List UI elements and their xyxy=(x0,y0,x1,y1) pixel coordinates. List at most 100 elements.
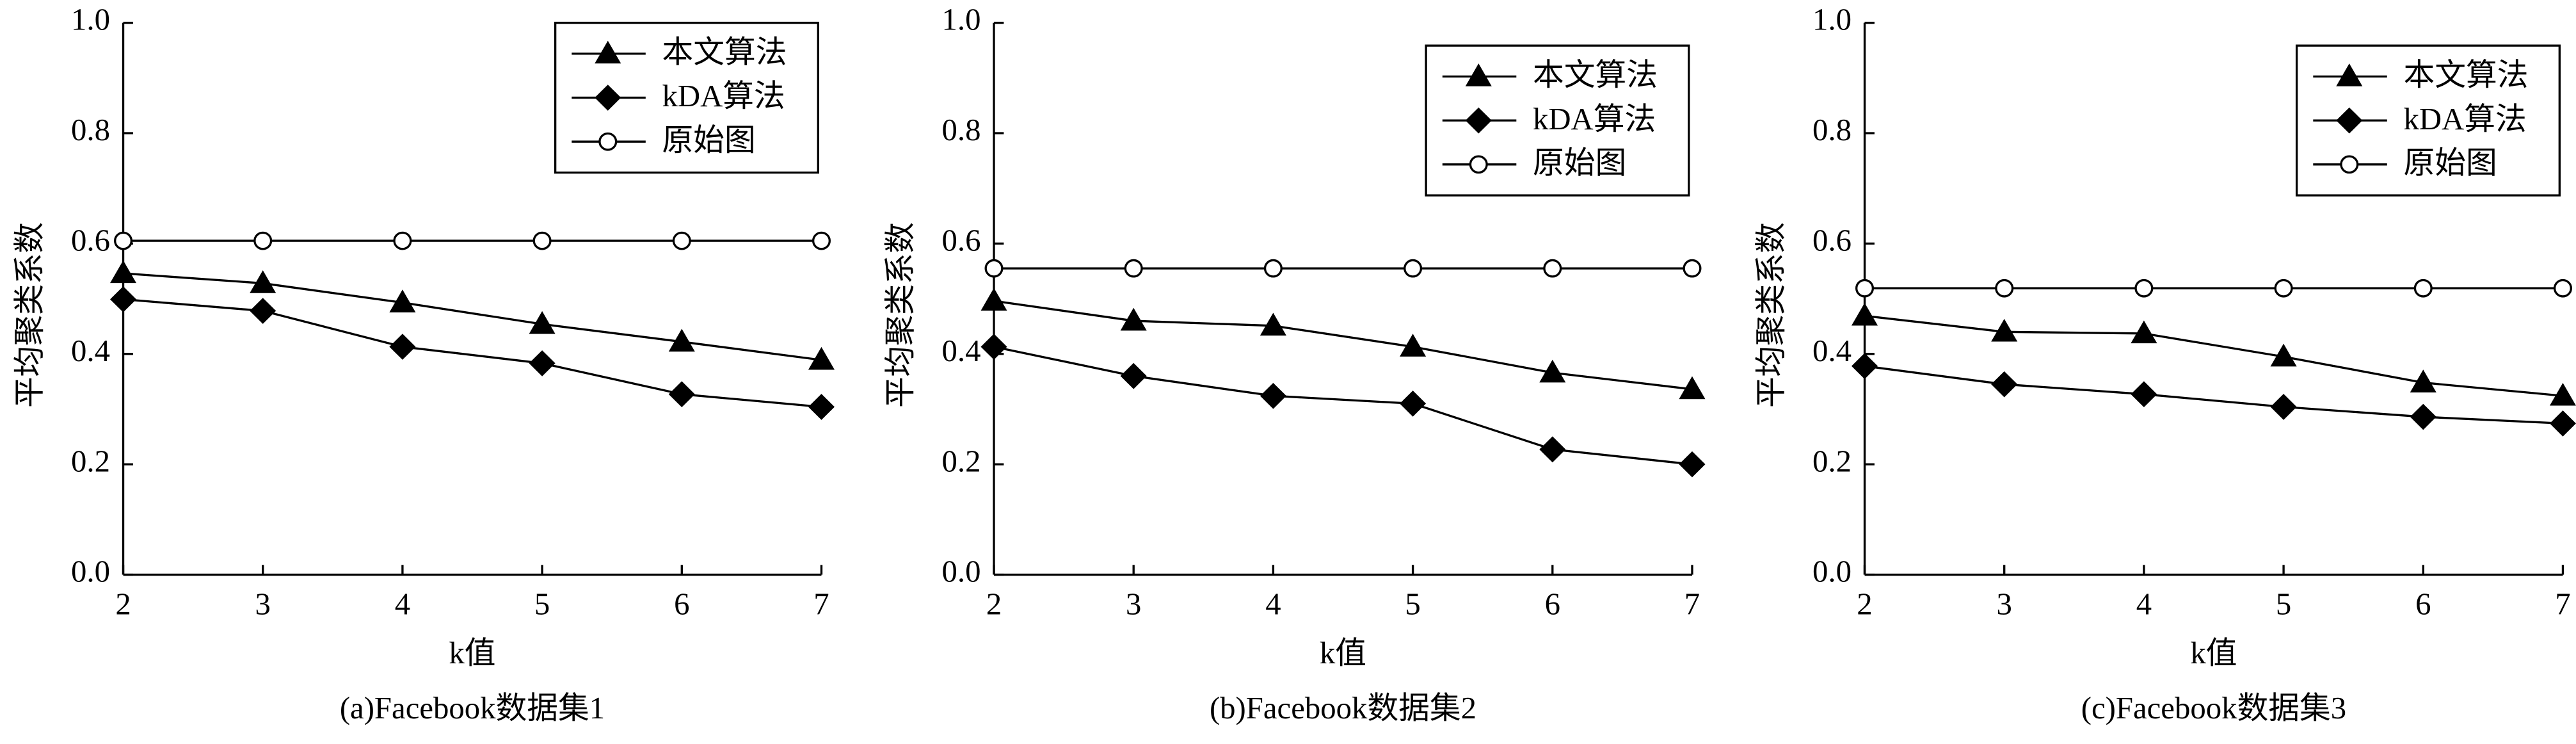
legend-label: 本文算法 xyxy=(662,36,787,70)
x-tick-label: 2 xyxy=(986,588,1002,622)
legend-label: 本文算法 xyxy=(1533,58,1658,92)
legend-marker xyxy=(2336,63,2363,86)
x-tick-label: 7 xyxy=(2555,588,2570,622)
marker-circle xyxy=(2134,279,2154,298)
y-axis-label: 平均聚类系数 xyxy=(1754,222,1788,408)
y-tick-label: 0.0 xyxy=(71,555,110,589)
marker-triangle xyxy=(1851,302,1878,326)
legend-label: kDA算法 xyxy=(2403,102,2526,136)
x-tick-label: 2 xyxy=(1857,588,1872,622)
x-tick-label: 3 xyxy=(1126,588,1141,622)
series-line xyxy=(1864,365,2563,425)
x-tick-label: 7 xyxy=(1684,588,1700,622)
marker-triangle xyxy=(2549,382,2576,406)
y-tick-label: 0.6 xyxy=(1812,224,1852,258)
marker-triangle xyxy=(1400,334,1427,357)
chart-title: (b)Facebook数据集2 xyxy=(1210,691,1476,725)
legend-marker xyxy=(598,132,618,151)
x-tick-label: 7 xyxy=(813,588,829,622)
marker-circle xyxy=(1855,279,1875,298)
series-line xyxy=(123,272,822,361)
marker-triangle xyxy=(1260,312,1286,336)
x-tick-label: 5 xyxy=(1405,588,1420,622)
chart-panel: 0.0 0.2 0.4 0.6 0.8 1.0 2 3 4 5 6 7 k值 平均聚类系数 (a)Faceb… xyxy=(13,3,835,725)
marker-circle xyxy=(1995,279,2014,298)
marker-diamond xyxy=(1120,362,1147,389)
marker-triangle xyxy=(1679,376,1706,400)
y-tick-label: 0.0 xyxy=(1812,555,1852,589)
x-axis-label: k值 xyxy=(1320,636,1366,670)
marker-diamond xyxy=(668,381,695,408)
marker-triangle xyxy=(1120,307,1147,331)
x-tick-label: 6 xyxy=(674,588,689,622)
legend-label: 原始图 xyxy=(2403,147,2497,181)
marker-triangle xyxy=(2410,369,2436,392)
x-tick-label: 4 xyxy=(1265,588,1281,622)
marker-circle xyxy=(1543,259,1562,278)
legend-marker xyxy=(595,85,621,111)
marker-triangle xyxy=(389,289,416,312)
marker-diamond xyxy=(1679,451,1706,478)
series-line xyxy=(993,345,1693,465)
y-tick-label: 0.8 xyxy=(71,113,110,147)
marker-diamond xyxy=(2549,410,2576,437)
y-tick-label: 1.0 xyxy=(71,3,110,37)
marker-diamond xyxy=(980,334,1007,360)
legend-marker xyxy=(2336,107,2363,134)
marker-diamond xyxy=(1539,436,1566,463)
y-tick-label: 0.4 xyxy=(71,334,110,368)
chart-panel: 0.0 0.2 0.4 0.6 0.8 1.0 2 3 4 5 6 7 k值 平均聚类系数 (c)Faceb… xyxy=(1754,3,2576,725)
marker-diamond xyxy=(250,298,276,324)
series-line xyxy=(123,298,822,408)
legend-label: kDA算法 xyxy=(662,79,785,113)
marker-diamond xyxy=(2410,403,2436,430)
y-tick-label: 1.0 xyxy=(1812,3,1852,37)
marker-diamond xyxy=(1851,353,1878,380)
legend-label: 本文算法 xyxy=(2403,58,2528,92)
series-line xyxy=(1864,314,2563,397)
x-axis-label: k值 xyxy=(2190,636,2237,670)
y-axis-label: 平均聚类系数 xyxy=(884,222,918,408)
marker-circle xyxy=(2553,279,2572,298)
y-tick-label: 0.8 xyxy=(1812,113,1852,147)
x-tick-label: 6 xyxy=(2415,588,2431,622)
legend-marker xyxy=(1469,155,1488,174)
legend-marker xyxy=(1465,107,1492,134)
marker-circle xyxy=(114,231,133,250)
marker-circle xyxy=(253,231,273,250)
y-tick-label: 0.0 xyxy=(942,555,981,589)
y-tick-label: 0.6 xyxy=(942,224,981,258)
marker-triangle xyxy=(529,311,556,334)
marker-triangle xyxy=(2131,320,2157,344)
y-tick-label: 0.4 xyxy=(1812,334,1852,368)
marker-triangle xyxy=(1539,359,1566,383)
marker-circle xyxy=(672,231,691,250)
marker-circle xyxy=(1683,259,1702,278)
legend-marker xyxy=(595,40,621,64)
chart-title: (a)Facebook数据集1 xyxy=(340,691,605,725)
marker-circle xyxy=(532,231,552,250)
marker-triangle xyxy=(250,270,276,293)
x-tick-label: 4 xyxy=(2136,588,2152,622)
marker-diamond xyxy=(1991,371,2018,398)
y-tick-label: 0.2 xyxy=(71,444,110,478)
marker-triangle xyxy=(808,346,835,370)
marker-circle xyxy=(393,231,412,250)
marker-diamond xyxy=(2270,394,2297,420)
marker-circle xyxy=(2413,279,2433,298)
legend-marker xyxy=(1465,63,1492,86)
x-tick-label: 3 xyxy=(255,588,271,622)
legend-label: 原始图 xyxy=(662,124,755,158)
legend-label: 原始图 xyxy=(1533,147,1626,181)
series-line xyxy=(993,300,1693,391)
legend-marker xyxy=(2340,155,2359,174)
marker-circle xyxy=(1404,259,1423,278)
y-tick-label: 0.2 xyxy=(1812,444,1852,478)
y-tick-label: 0.2 xyxy=(942,444,981,478)
marker-triangle xyxy=(2270,343,2297,367)
marker-triangle xyxy=(109,260,137,284)
y-axis-label: 平均聚类系数 xyxy=(13,222,47,408)
marker-circle xyxy=(1124,259,1143,278)
marker-diamond xyxy=(529,350,556,376)
marker-diamond xyxy=(389,334,416,360)
